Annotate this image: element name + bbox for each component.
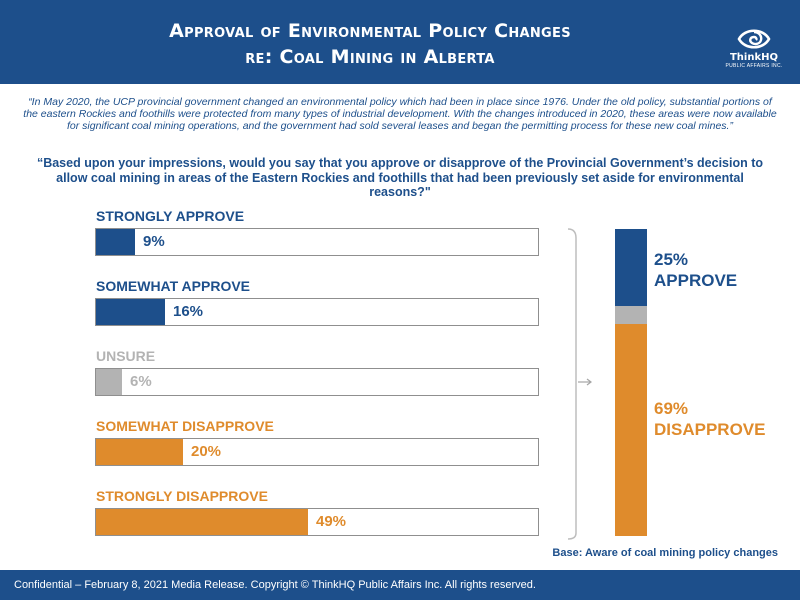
bar bbox=[96, 299, 165, 325]
logo-subtitle: PUBLIC AFFAIRS INC. bbox=[725, 63, 783, 69]
category-label: STRONGLY DISAPPROVE bbox=[96, 488, 268, 504]
footer-text: Confidential – February 8, 2021 Media Re… bbox=[14, 579, 536, 591]
survey-question: “Based upon your impressions, would you … bbox=[36, 156, 764, 199]
bar bbox=[96, 369, 122, 395]
eye-swirl-icon bbox=[737, 29, 771, 49]
page-title: Approval of Environmental Policy Changes… bbox=[40, 18, 700, 70]
thinkhq-logo: ThinkHQ PUBLIC AFFAIRS INC. bbox=[718, 26, 790, 76]
stack-segment bbox=[615, 324, 647, 536]
bar-value-label: 16% bbox=[173, 303, 204, 320]
context-paragraph: “In May 2020, the UCP provincial governm… bbox=[23, 96, 777, 132]
category-label: STRONGLY APPROVE bbox=[96, 208, 245, 224]
base-note: Base: Aware of coal mining policy change… bbox=[552, 547, 778, 559]
bar-value-label: 6% bbox=[130, 373, 152, 390]
bar-track: 49% bbox=[95, 508, 539, 536]
bar bbox=[96, 229, 135, 255]
stack-segment bbox=[615, 229, 647, 306]
title-line-2: re: Coal Mining in Alberta bbox=[245, 46, 495, 68]
bar-track: 20% bbox=[95, 438, 539, 466]
stack-segment bbox=[615, 306, 647, 324]
bar bbox=[96, 509, 308, 535]
bar-track: 16% bbox=[95, 298, 539, 326]
summary-percent-label: 69% bbox=[654, 399, 689, 418]
summary-word-label: DISAPPROVE bbox=[654, 420, 766, 439]
category-label: SOMEWHAT DISAPPROVE bbox=[96, 418, 274, 434]
summary-word-label: APPROVE bbox=[654, 271, 738, 290]
footer-bar: Confidential – February 8, 2021 Media Re… bbox=[0, 570, 800, 600]
bar-value-label: 20% bbox=[191, 443, 222, 460]
grouping-bracket bbox=[567, 228, 592, 540]
category-label: UNSURE bbox=[96, 348, 156, 364]
title-line-1: Approval of Environmental Policy Changes bbox=[169, 20, 571, 42]
bar-track: 9% bbox=[95, 228, 539, 256]
bar-track: 6% bbox=[95, 368, 539, 396]
summary-percent-label: 25% bbox=[654, 250, 689, 269]
header-banner: Approval of Environmental Policy Changes… bbox=[0, 0, 800, 84]
logo-name: ThinkHQ bbox=[729, 52, 778, 63]
bar bbox=[96, 439, 183, 465]
bar-value-label: 49% bbox=[316, 513, 347, 530]
category-label: SOMEWHAT APPROVE bbox=[96, 278, 251, 294]
summary-stacked-bar bbox=[615, 229, 647, 536]
bar-value-label: 9% bbox=[143, 233, 165, 250]
